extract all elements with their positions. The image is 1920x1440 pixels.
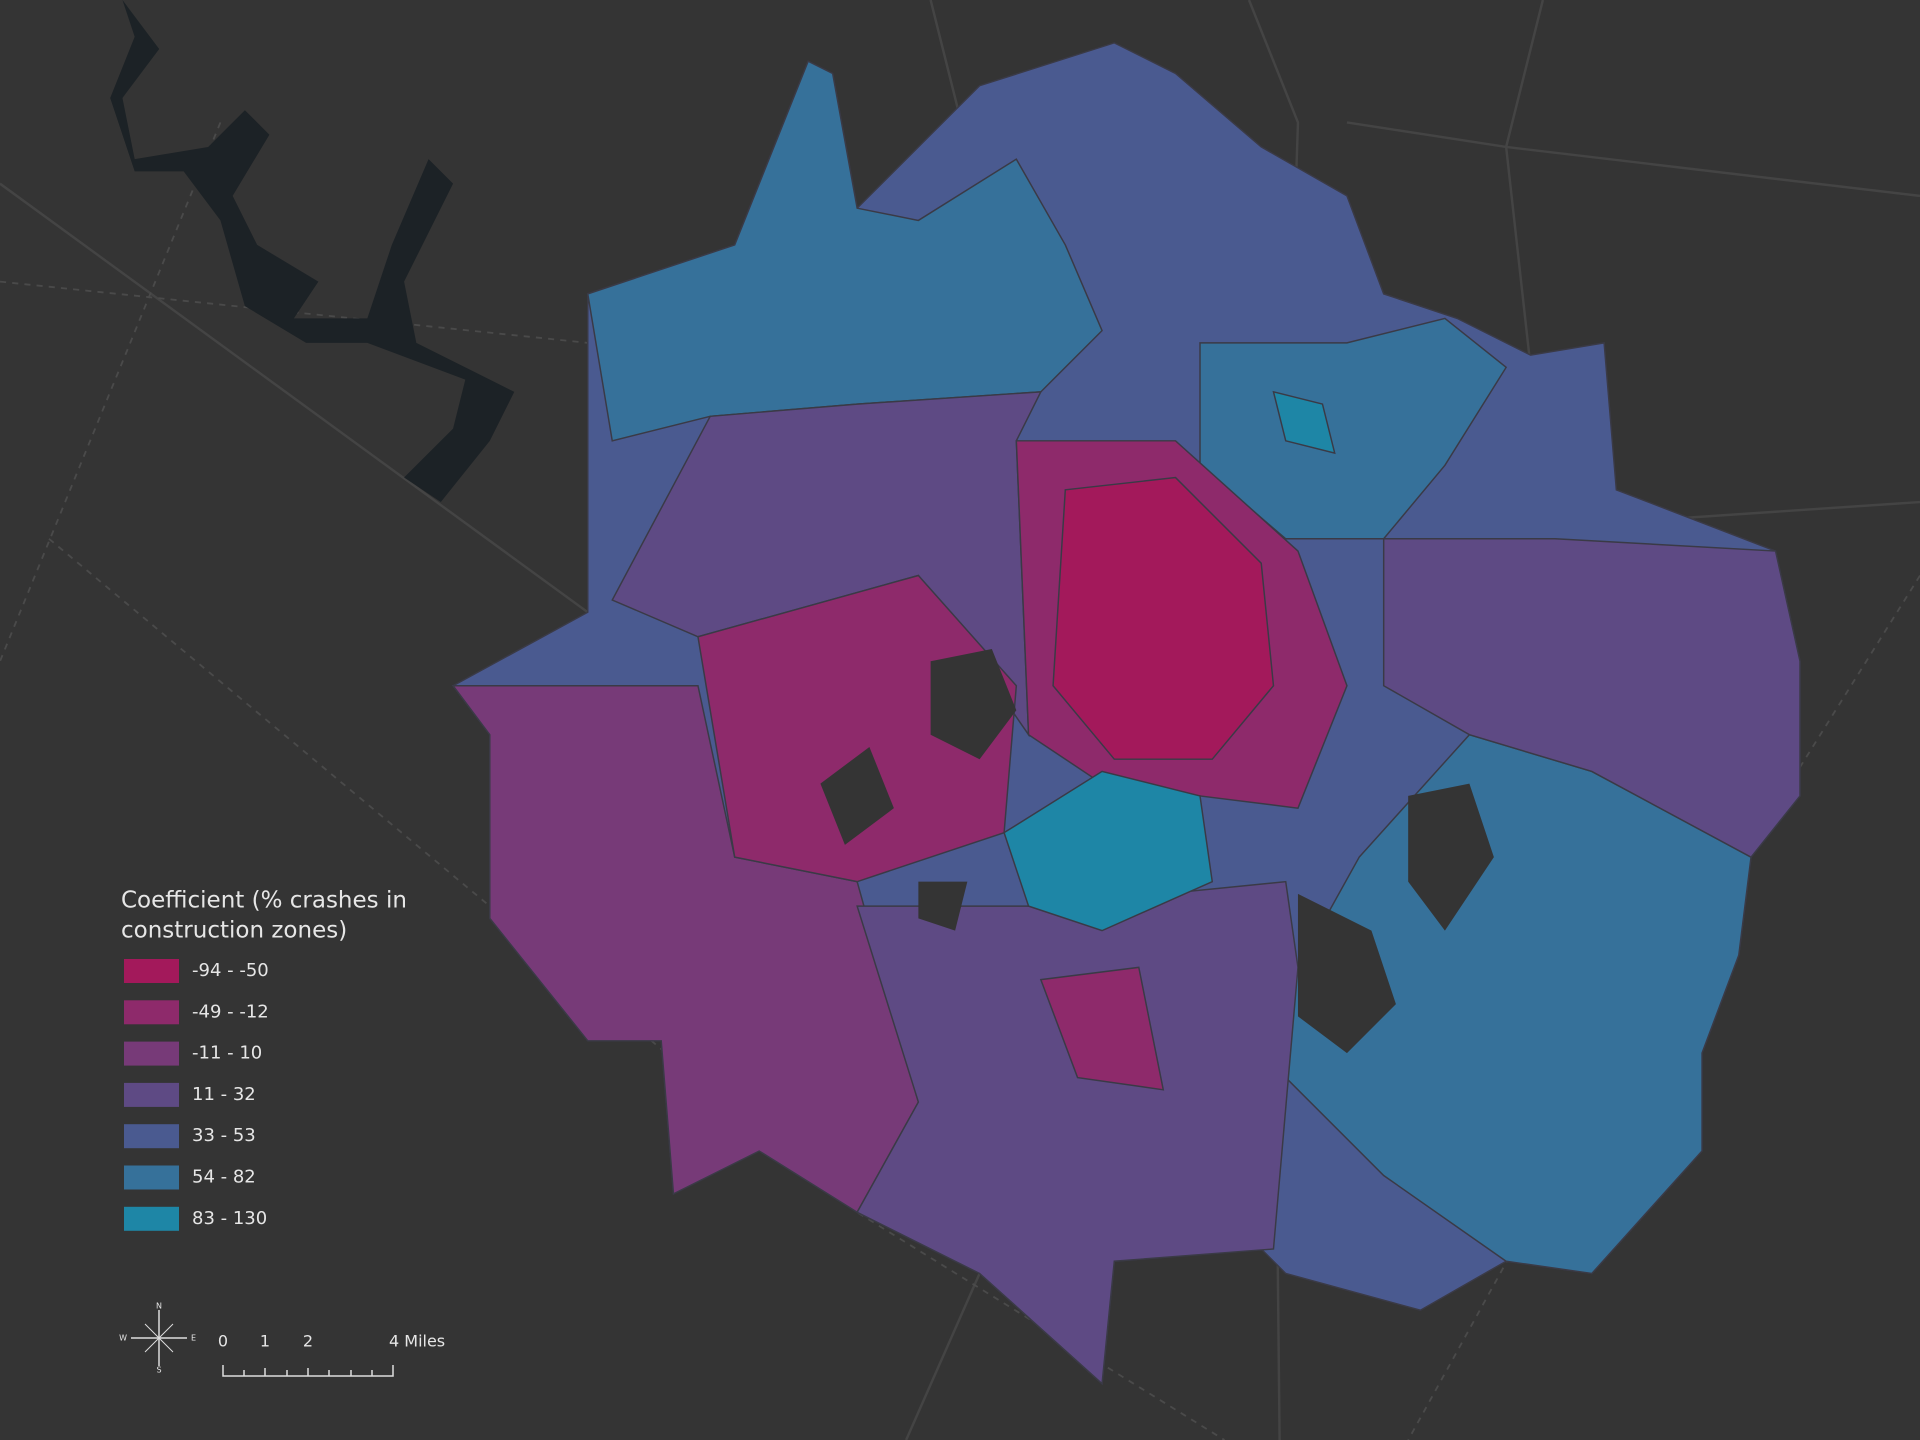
region [1382, 538, 1801, 859]
scale-ticks [222, 1365, 394, 1377]
region [1039, 966, 1165, 1091]
river [110, 0, 515, 503]
compass-n: N [156, 1302, 162, 1311]
scale-label: 2 [303, 1332, 313, 1351]
scale-label: 0 [218, 1332, 228, 1351]
road [905, 1272, 981, 1440]
legend-swatch [124, 1124, 179, 1149]
legend-swatch [124, 1206, 179, 1231]
region [1272, 390, 1336, 455]
scale-bar: 0 1 2 4 Miles [218, 1332, 445, 1377]
compass: N S E W [119, 1302, 196, 1375]
legend-swatch [124, 1041, 179, 1066]
compass-line [144, 1323, 174, 1353]
compass-e: E [191, 1334, 196, 1343]
gap [820, 648, 1494, 1054]
legend-label: -11 - 10 [192, 1043, 262, 1064]
compass-s: S [156, 1366, 161, 1375]
legend-label: 11 - 32 [192, 1084, 256, 1105]
legend-title: construction zones) [121, 918, 347, 944]
legend-label: 83 - 130 [192, 1208, 267, 1229]
compass-w: W [119, 1334, 127, 1343]
legend-label: -49 - -12 [192, 1001, 269, 1022]
legend-label: 33 - 53 [192, 1125, 256, 1146]
legend-swatch [124, 1165, 179, 1190]
road [1346, 121, 1920, 198]
region [1003, 770, 1214, 932]
scale-label: 4 Miles [389, 1332, 445, 1351]
legend-title: Coefficient (% crashes in [121, 888, 407, 914]
legend-swatch [124, 1082, 179, 1107]
region [856, 880, 1299, 1386]
legend-label: 54 - 82 [192, 1167, 256, 1188]
legend-label: -94 - -50 [192, 960, 269, 981]
scale-label: 1 [260, 1332, 270, 1351]
legend: Coefficient (% crashes in construction zo… [121, 888, 407, 1231]
region [1052, 476, 1275, 760]
legend-swatch [124, 959, 179, 983]
legend-swatch [124, 1000, 179, 1025]
